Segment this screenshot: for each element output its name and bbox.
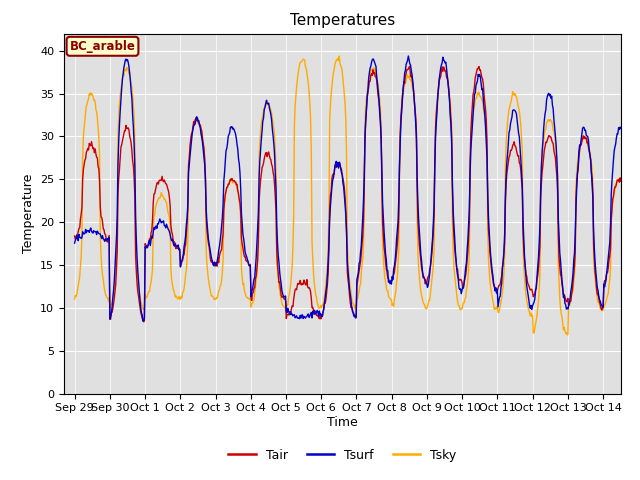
Legend: Tair, Tsurf, Tsky: Tair, Tsurf, Tsky <box>223 444 461 467</box>
Tair <box>71 233 79 239</box>
Tsky <box>147 280 155 286</box>
Tsky <box>304 75 312 81</box>
Tsky <box>617 177 625 182</box>
Tair <box>140 319 147 324</box>
Line: Tair: Tair <box>75 66 621 322</box>
Tsky <box>563 332 571 337</box>
Tair <box>325 246 333 252</box>
Tsurf <box>617 126 625 132</box>
Tsurf <box>73 232 81 238</box>
Tsky <box>71 296 79 302</box>
Tair <box>73 232 81 238</box>
Tsky <box>335 53 343 59</box>
Tsky <box>463 283 471 288</box>
Y-axis label: Temperature: Temperature <box>22 174 35 253</box>
Tair <box>305 285 312 291</box>
Tsurf <box>325 240 333 245</box>
Tsurf <box>477 81 485 87</box>
Tair <box>477 71 485 77</box>
Tsurf <box>404 53 412 59</box>
Line: Tsky: Tsky <box>75 56 621 335</box>
Tsky <box>324 245 332 251</box>
Tair <box>617 179 625 184</box>
Tsky <box>477 94 484 99</box>
Tsurf <box>148 233 156 239</box>
Text: BC_arable: BC_arable <box>70 40 136 53</box>
Tsurf <box>71 240 79 246</box>
Tair <box>464 249 472 254</box>
Tsurf <box>139 318 147 324</box>
Tair <box>406 63 413 69</box>
X-axis label: Time: Time <box>327 416 358 429</box>
Tsurf <box>305 311 312 317</box>
Tair <box>148 228 156 233</box>
Title: Temperatures: Temperatures <box>290 13 395 28</box>
Line: Tsurf: Tsurf <box>75 56 621 321</box>
Tsurf <box>464 237 472 243</box>
Tsky <box>73 291 81 297</box>
